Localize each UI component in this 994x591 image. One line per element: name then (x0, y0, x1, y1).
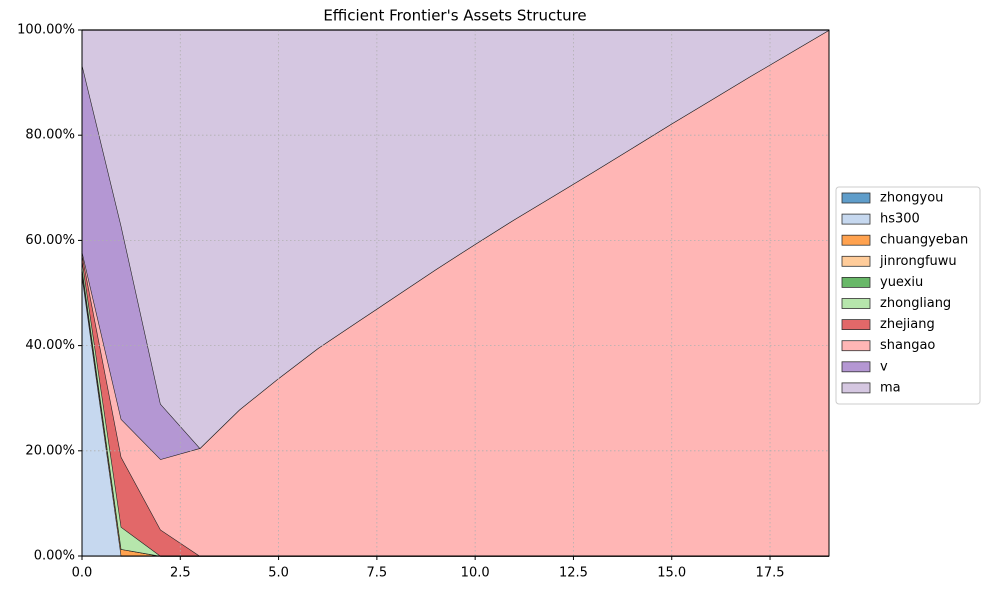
legend-swatch (841, 382, 871, 394)
legend-label: chuangyeban (880, 233, 968, 248)
legend-label: jinrongfuwu (879, 254, 957, 269)
x-tick-label: 15.0 (657, 566, 686, 581)
legend-swatch (841, 234, 871, 246)
legend-label: zhongyou (880, 191, 943, 206)
y-tick-label: 60.00% (25, 233, 75, 248)
legend: zhongyou hs300 chuangyeban jinrongfuwu yuexi… (835, 186, 981, 405)
legend-swatch (841, 361, 871, 373)
legend-frame (835, 186, 981, 405)
legend-label: zhejiang (880, 317, 935, 332)
legend-label: zhongliang (880, 296, 951, 311)
y-tick-label: 0.00% (34, 549, 75, 564)
x-tick-label: 5.0 (268, 566, 289, 581)
x-tick-label: 10.0 (461, 566, 490, 581)
y-tick-label: 100.00% (17, 23, 75, 38)
plot-frame (81, 29, 830, 557)
x-tick-label: 17.5 (756, 566, 785, 581)
x-tick-label: 12.5 (559, 566, 588, 581)
legend-swatch (841, 340, 871, 352)
area (82, 253, 829, 557)
y-tick-label: 20.00% (25, 443, 75, 458)
legend-label: hs300 (880, 212, 920, 227)
legend-label: v (880, 359, 888, 374)
area (82, 30, 829, 460)
area (82, 30, 829, 449)
legend-swatch (841, 276, 871, 288)
legend-label: yuexiu (880, 275, 923, 290)
y-tick-label: 40.00% (25, 338, 75, 353)
x-tick-label: 2.5 (170, 566, 191, 581)
legend-label: shangao (880, 338, 935, 353)
legend-swatch (841, 298, 871, 309)
legend-swatch (841, 319, 871, 331)
legend-swatch (841, 213, 871, 225)
legend-swatch (841, 192, 871, 204)
x-tick-label: 0.0 (72, 566, 93, 581)
y-tick-label: 80.00% (25, 128, 75, 143)
legend-label: ma (880, 380, 901, 395)
x-tick-label: 7.5 (367, 566, 388, 581)
legend-swatch (841, 255, 871, 267)
chart-title: Efficient Frontier's Assets Structure (323, 7, 586, 25)
area (82, 30, 829, 556)
